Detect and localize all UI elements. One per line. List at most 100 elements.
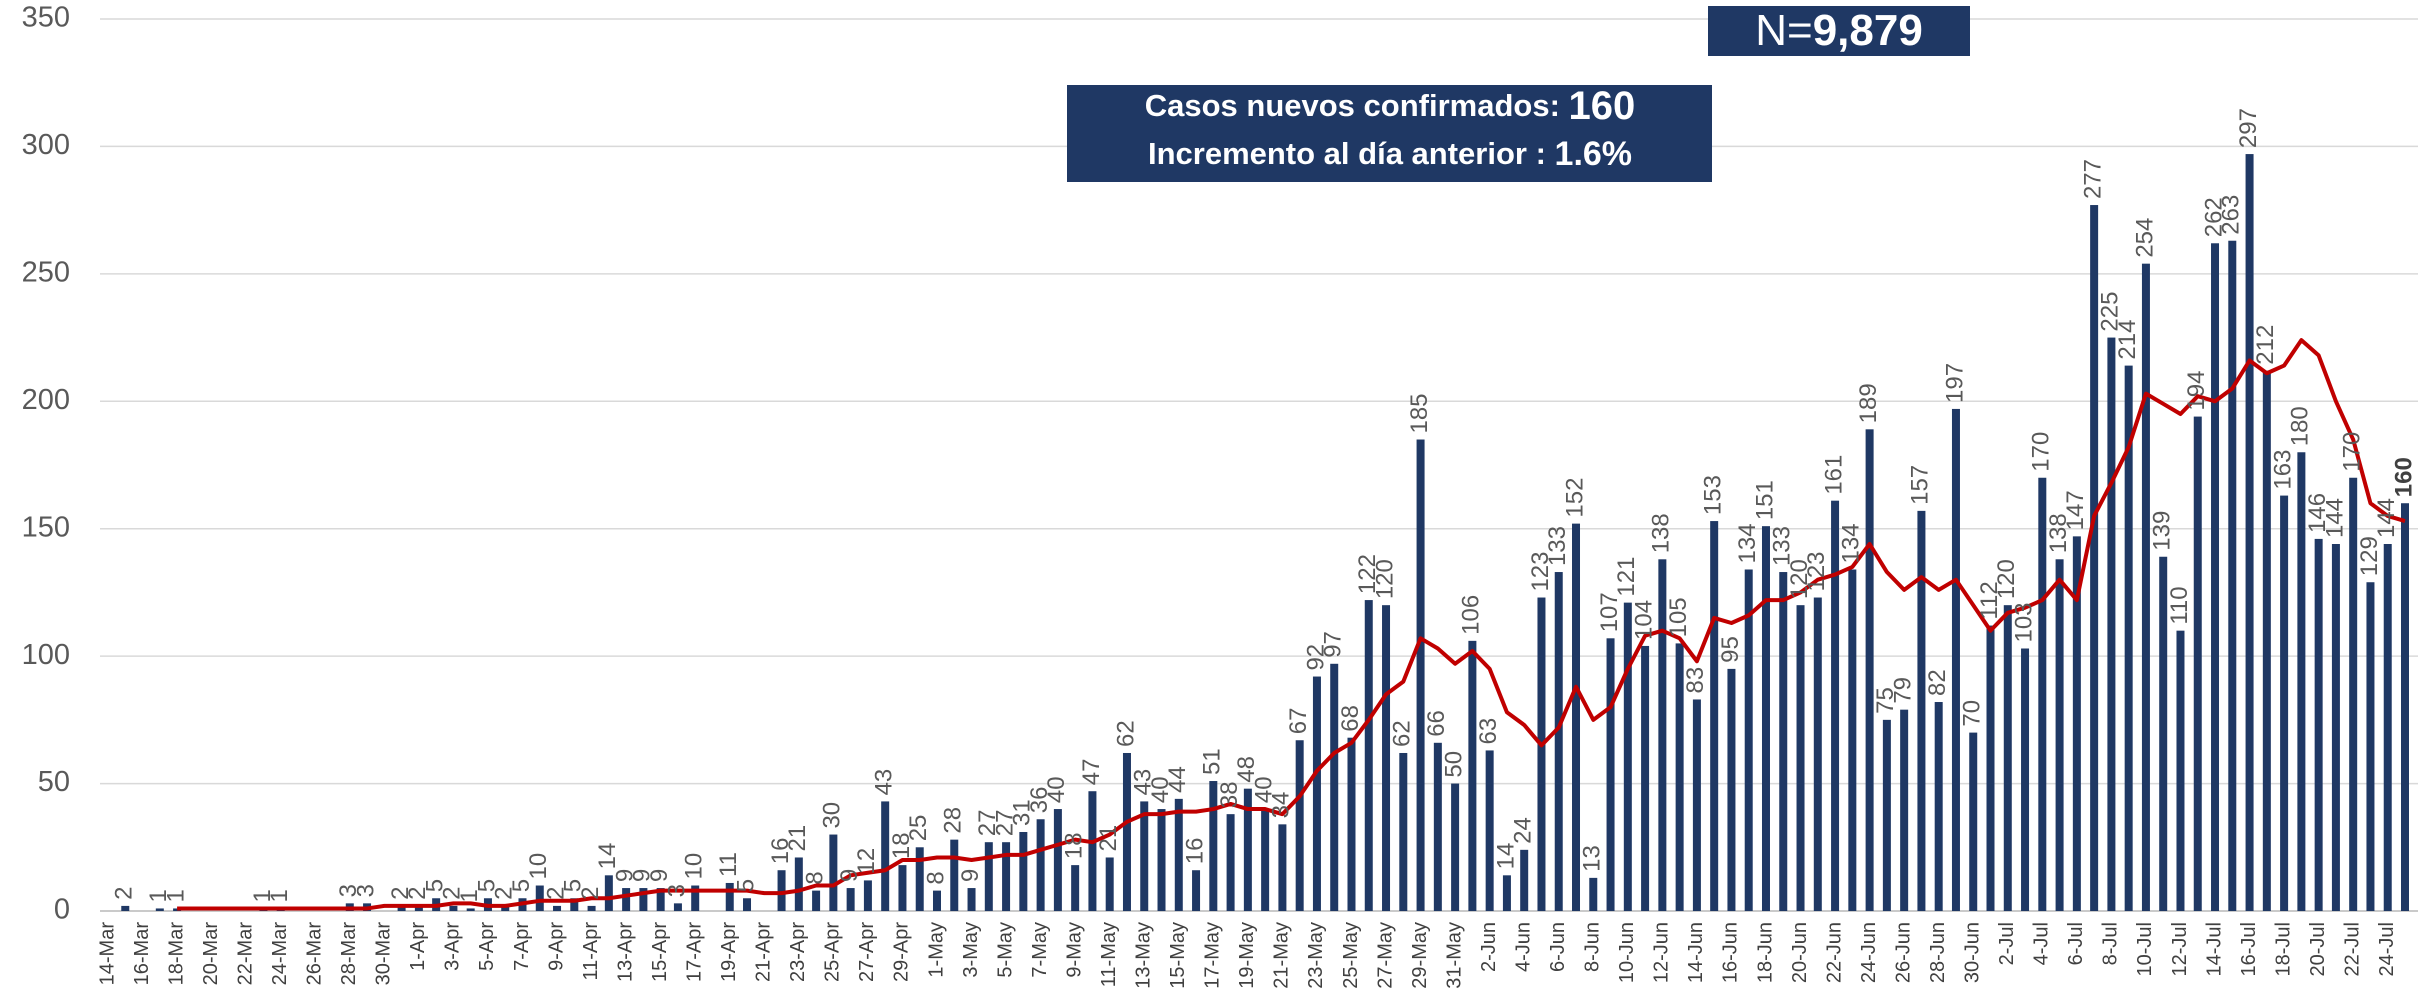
value-label: 262 bbox=[2200, 197, 2227, 237]
value-label: 10 bbox=[525, 853, 552, 880]
bar bbox=[1917, 510, 1926, 911]
x-tick-label: 28-Jun bbox=[1927, 922, 1949, 983]
bar bbox=[1019, 831, 1028, 911]
value-label: 9 bbox=[629, 869, 656, 882]
value-label: 138 bbox=[2045, 513, 2072, 553]
moving-average-line bbox=[177, 338, 2406, 911]
value-label: 62 bbox=[1389, 720, 1416, 747]
value-label: 112 bbox=[1976, 581, 2003, 619]
x-tick-label: 3-May bbox=[960, 922, 982, 978]
value-label: 14 bbox=[594, 843, 621, 870]
bar bbox=[1986, 625, 1995, 911]
value-label: 50 bbox=[1440, 751, 1467, 778]
value-label: 170 bbox=[2339, 432, 2366, 472]
x-tick-label: 24-Mar bbox=[269, 922, 291, 986]
value-label: 152 bbox=[1561, 478, 1588, 518]
x-tick-label: 30-Mar bbox=[373, 922, 395, 986]
value-label: 40 bbox=[1250, 776, 1277, 803]
value-label: 16 bbox=[1181, 838, 1208, 865]
x-tick-label: 27-Apr bbox=[856, 922, 878, 982]
value-label: 10 bbox=[681, 853, 708, 880]
value-label: 2 bbox=[542, 887, 569, 900]
value-label: 134 bbox=[1838, 523, 1865, 563]
increase-label: Incremento al día anterior : bbox=[1148, 136, 1546, 171]
x-tick-label: 26-Mar bbox=[304, 922, 326, 986]
value-label: 151 bbox=[1751, 480, 1778, 520]
value-label: 2 bbox=[439, 887, 466, 900]
bar bbox=[121, 905, 130, 911]
bar bbox=[2366, 582, 2375, 911]
x-tick-label: 27-May bbox=[1374, 922, 1396, 989]
value-label: 1 bbox=[145, 889, 172, 902]
x-tick-label: 18-Jun bbox=[1754, 922, 1776, 983]
bar bbox=[1865, 429, 1874, 911]
x-tick-label: 11-May bbox=[1098, 922, 1120, 987]
bar bbox=[2228, 240, 2237, 911]
y-tick-label: 150 bbox=[22, 511, 70, 543]
bar bbox=[1485, 750, 1494, 911]
y-tick-label: 300 bbox=[22, 129, 70, 161]
bar bbox=[466, 908, 475, 911]
bar bbox=[2003, 605, 2012, 911]
value-label: 123 bbox=[1803, 551, 1830, 591]
x-tick-label: 9-Apr bbox=[545, 922, 567, 971]
bar bbox=[1399, 752, 1408, 911]
value-label: 62 bbox=[1112, 720, 1139, 747]
value-label: 51 bbox=[1199, 748, 1226, 775]
bar bbox=[2211, 243, 2220, 911]
value-label: 67 bbox=[1285, 708, 1312, 735]
y-tick-label: 100 bbox=[22, 639, 70, 671]
x-tick-label: 15-May bbox=[1167, 922, 1189, 989]
x-tick-label: 21-May bbox=[1271, 922, 1293, 989]
value-label: 43 bbox=[871, 769, 898, 796]
bar bbox=[794, 857, 803, 911]
value-label: 2 bbox=[387, 887, 414, 900]
bar bbox=[2349, 477, 2358, 911]
value-label: 133 bbox=[1769, 526, 1796, 566]
bar bbox=[1900, 709, 1909, 911]
y-tick-label: 250 bbox=[22, 257, 70, 289]
value-label: 97 bbox=[1320, 631, 1347, 658]
bar bbox=[1330, 663, 1339, 911]
value-label: 18 bbox=[888, 832, 915, 859]
x-tick-label: 16-Jul bbox=[2238, 922, 2260, 976]
bar bbox=[691, 885, 700, 911]
bar bbox=[1727, 668, 1736, 911]
x-tick-label: 4-Jun bbox=[1512, 922, 1534, 972]
value-label: 79 bbox=[1889, 677, 1916, 704]
x-tick-label: 6-Jun bbox=[1547, 922, 1569, 972]
value-label: 212 bbox=[2252, 325, 2279, 365]
value-label: 48 bbox=[1233, 756, 1260, 783]
value-label: 83 bbox=[1682, 667, 1709, 694]
y-tick-label: 50 bbox=[38, 766, 70, 798]
bar bbox=[2107, 337, 2116, 912]
x-tick-label: 28-Mar bbox=[338, 922, 360, 986]
increase-value: 1.6% bbox=[1555, 135, 1633, 173]
x-tick-label: 20-Jun bbox=[1789, 922, 1811, 983]
value-label: 161 bbox=[1820, 455, 1847, 495]
x-tick-label: 22-Jul bbox=[2341, 922, 2363, 976]
x-tick-label: 25-May bbox=[1340, 922, 1362, 989]
bar bbox=[501, 905, 510, 911]
bar bbox=[2297, 452, 2306, 911]
bar bbox=[1710, 521, 1719, 911]
bar bbox=[535, 885, 544, 911]
bar bbox=[2072, 536, 2081, 911]
value-label: 189 bbox=[1855, 383, 1882, 423]
bar bbox=[2055, 559, 2064, 911]
value-label: 25 bbox=[905, 815, 932, 842]
value-label: 8 bbox=[922, 871, 949, 884]
bar bbox=[725, 882, 734, 911]
value-label: 185 bbox=[1406, 393, 1433, 433]
bar bbox=[1036, 819, 1045, 911]
value-label: 92 bbox=[1302, 644, 1329, 671]
bar bbox=[1641, 645, 1650, 911]
value-label: 110 bbox=[2166, 586, 2193, 624]
value-label: 122 bbox=[1354, 554, 1381, 594]
bar bbox=[1537, 597, 1546, 911]
x-tick-label: 15-Apr bbox=[649, 922, 671, 982]
bar bbox=[1675, 643, 1684, 911]
value-label: 24 bbox=[1510, 817, 1537, 844]
bar bbox=[863, 880, 872, 911]
bar bbox=[1761, 526, 1770, 911]
